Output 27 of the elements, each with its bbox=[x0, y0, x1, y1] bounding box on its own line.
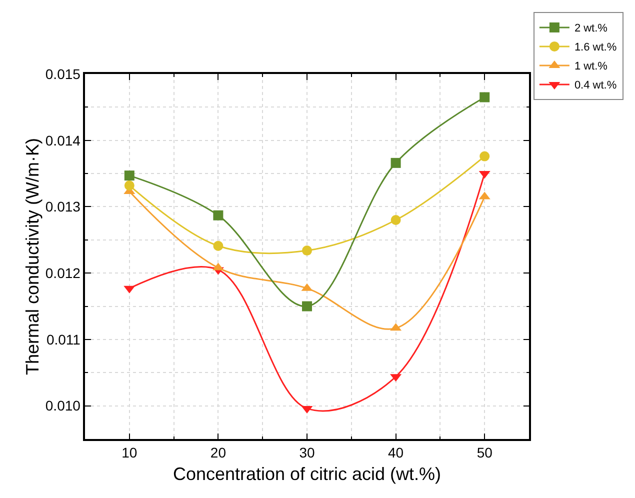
point bbox=[213, 210, 224, 220]
point bbox=[213, 240, 224, 251]
x-tick-label: 20 bbox=[210, 444, 226, 461]
legend-label: 1 wt.% bbox=[574, 60, 608, 73]
y-tick-label: 0.013 bbox=[45, 198, 81, 215]
y-tick-label: 0.015 bbox=[45, 66, 81, 82]
legend-label: 0.4 wt.% bbox=[574, 80, 617, 92]
point bbox=[124, 180, 134, 190]
y-tick-label: 0.012 bbox=[45, 264, 81, 281]
x-tick-label: 40 bbox=[388, 444, 404, 461]
legend-label: 2 wt.% bbox=[574, 22, 608, 35]
y-tick-label: 0.010 bbox=[45, 398, 81, 414]
point bbox=[390, 158, 401, 168]
x-axis-title: Concentration of citric acid (wt.%) bbox=[172, 464, 442, 484]
x-tick-label: 10 bbox=[122, 444, 138, 461]
point bbox=[302, 301, 312, 312]
y-tick-label: 0.014 bbox=[45, 132, 81, 148]
point bbox=[480, 92, 490, 102]
y-axis-title: Thermal conductivity (W/m·K) bbox=[22, 138, 42, 376]
point bbox=[302, 246, 312, 256]
x-tick-label: 50 bbox=[476, 444, 493, 461]
legend-label: 1.6 wt.% bbox=[574, 42, 617, 54]
point bbox=[390, 215, 401, 225]
point bbox=[480, 151, 490, 162]
y-tick-label: 0.011 bbox=[46, 331, 81, 348]
x-tick-label: 30 bbox=[299, 444, 315, 461]
point bbox=[124, 170, 134, 181]
